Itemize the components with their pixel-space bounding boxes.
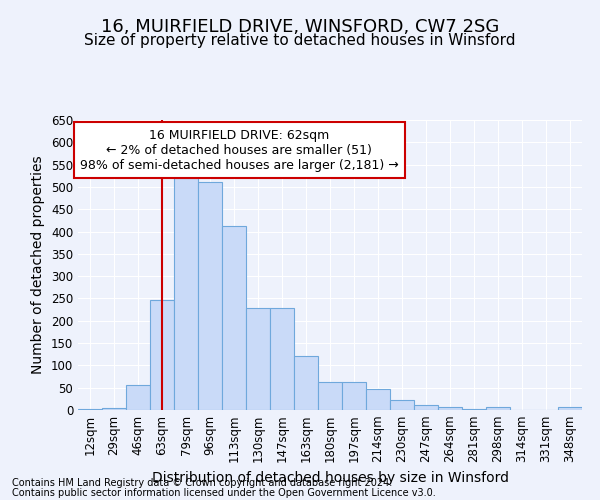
Bar: [150, 300, 174, 410]
Bar: [438, 407, 462, 410]
Text: Contains public sector information licensed under the Open Government Licence v3: Contains public sector information licen…: [12, 488, 436, 498]
Bar: [342, 382, 366, 410]
Bar: [558, 408, 582, 410]
X-axis label: Distribution of detached houses by size in Winsford: Distribution of detached houses by size …: [151, 471, 509, 485]
Bar: [174, 178, 198, 410]
Bar: [318, 382, 342, 410]
Text: Contains HM Land Registry data © Crown copyright and database right 2024.: Contains HM Land Registry data © Crown c…: [12, 478, 392, 488]
Bar: [486, 408, 510, 410]
Bar: [414, 404, 438, 410]
Bar: [246, 308, 270, 410]
Bar: [78, 409, 102, 410]
Y-axis label: Number of detached properties: Number of detached properties: [31, 156, 46, 374]
Bar: [198, 182, 222, 410]
Bar: [366, 390, 390, 410]
Bar: [270, 308, 294, 410]
Bar: [222, 226, 246, 410]
Text: Size of property relative to detached houses in Winsford: Size of property relative to detached ho…: [84, 32, 516, 48]
Bar: [126, 384, 150, 410]
Bar: [390, 400, 414, 410]
Text: 16, MUIRFIELD DRIVE, WINSFORD, CW7 2SG: 16, MUIRFIELD DRIVE, WINSFORD, CW7 2SG: [101, 18, 499, 36]
Bar: [462, 408, 486, 410]
Text: 16 MUIRFIELD DRIVE: 62sqm
← 2% of detached houses are smaller (51)
98% of semi-d: 16 MUIRFIELD DRIVE: 62sqm ← 2% of detach…: [80, 128, 398, 172]
Bar: [102, 408, 126, 410]
Bar: [294, 356, 318, 410]
